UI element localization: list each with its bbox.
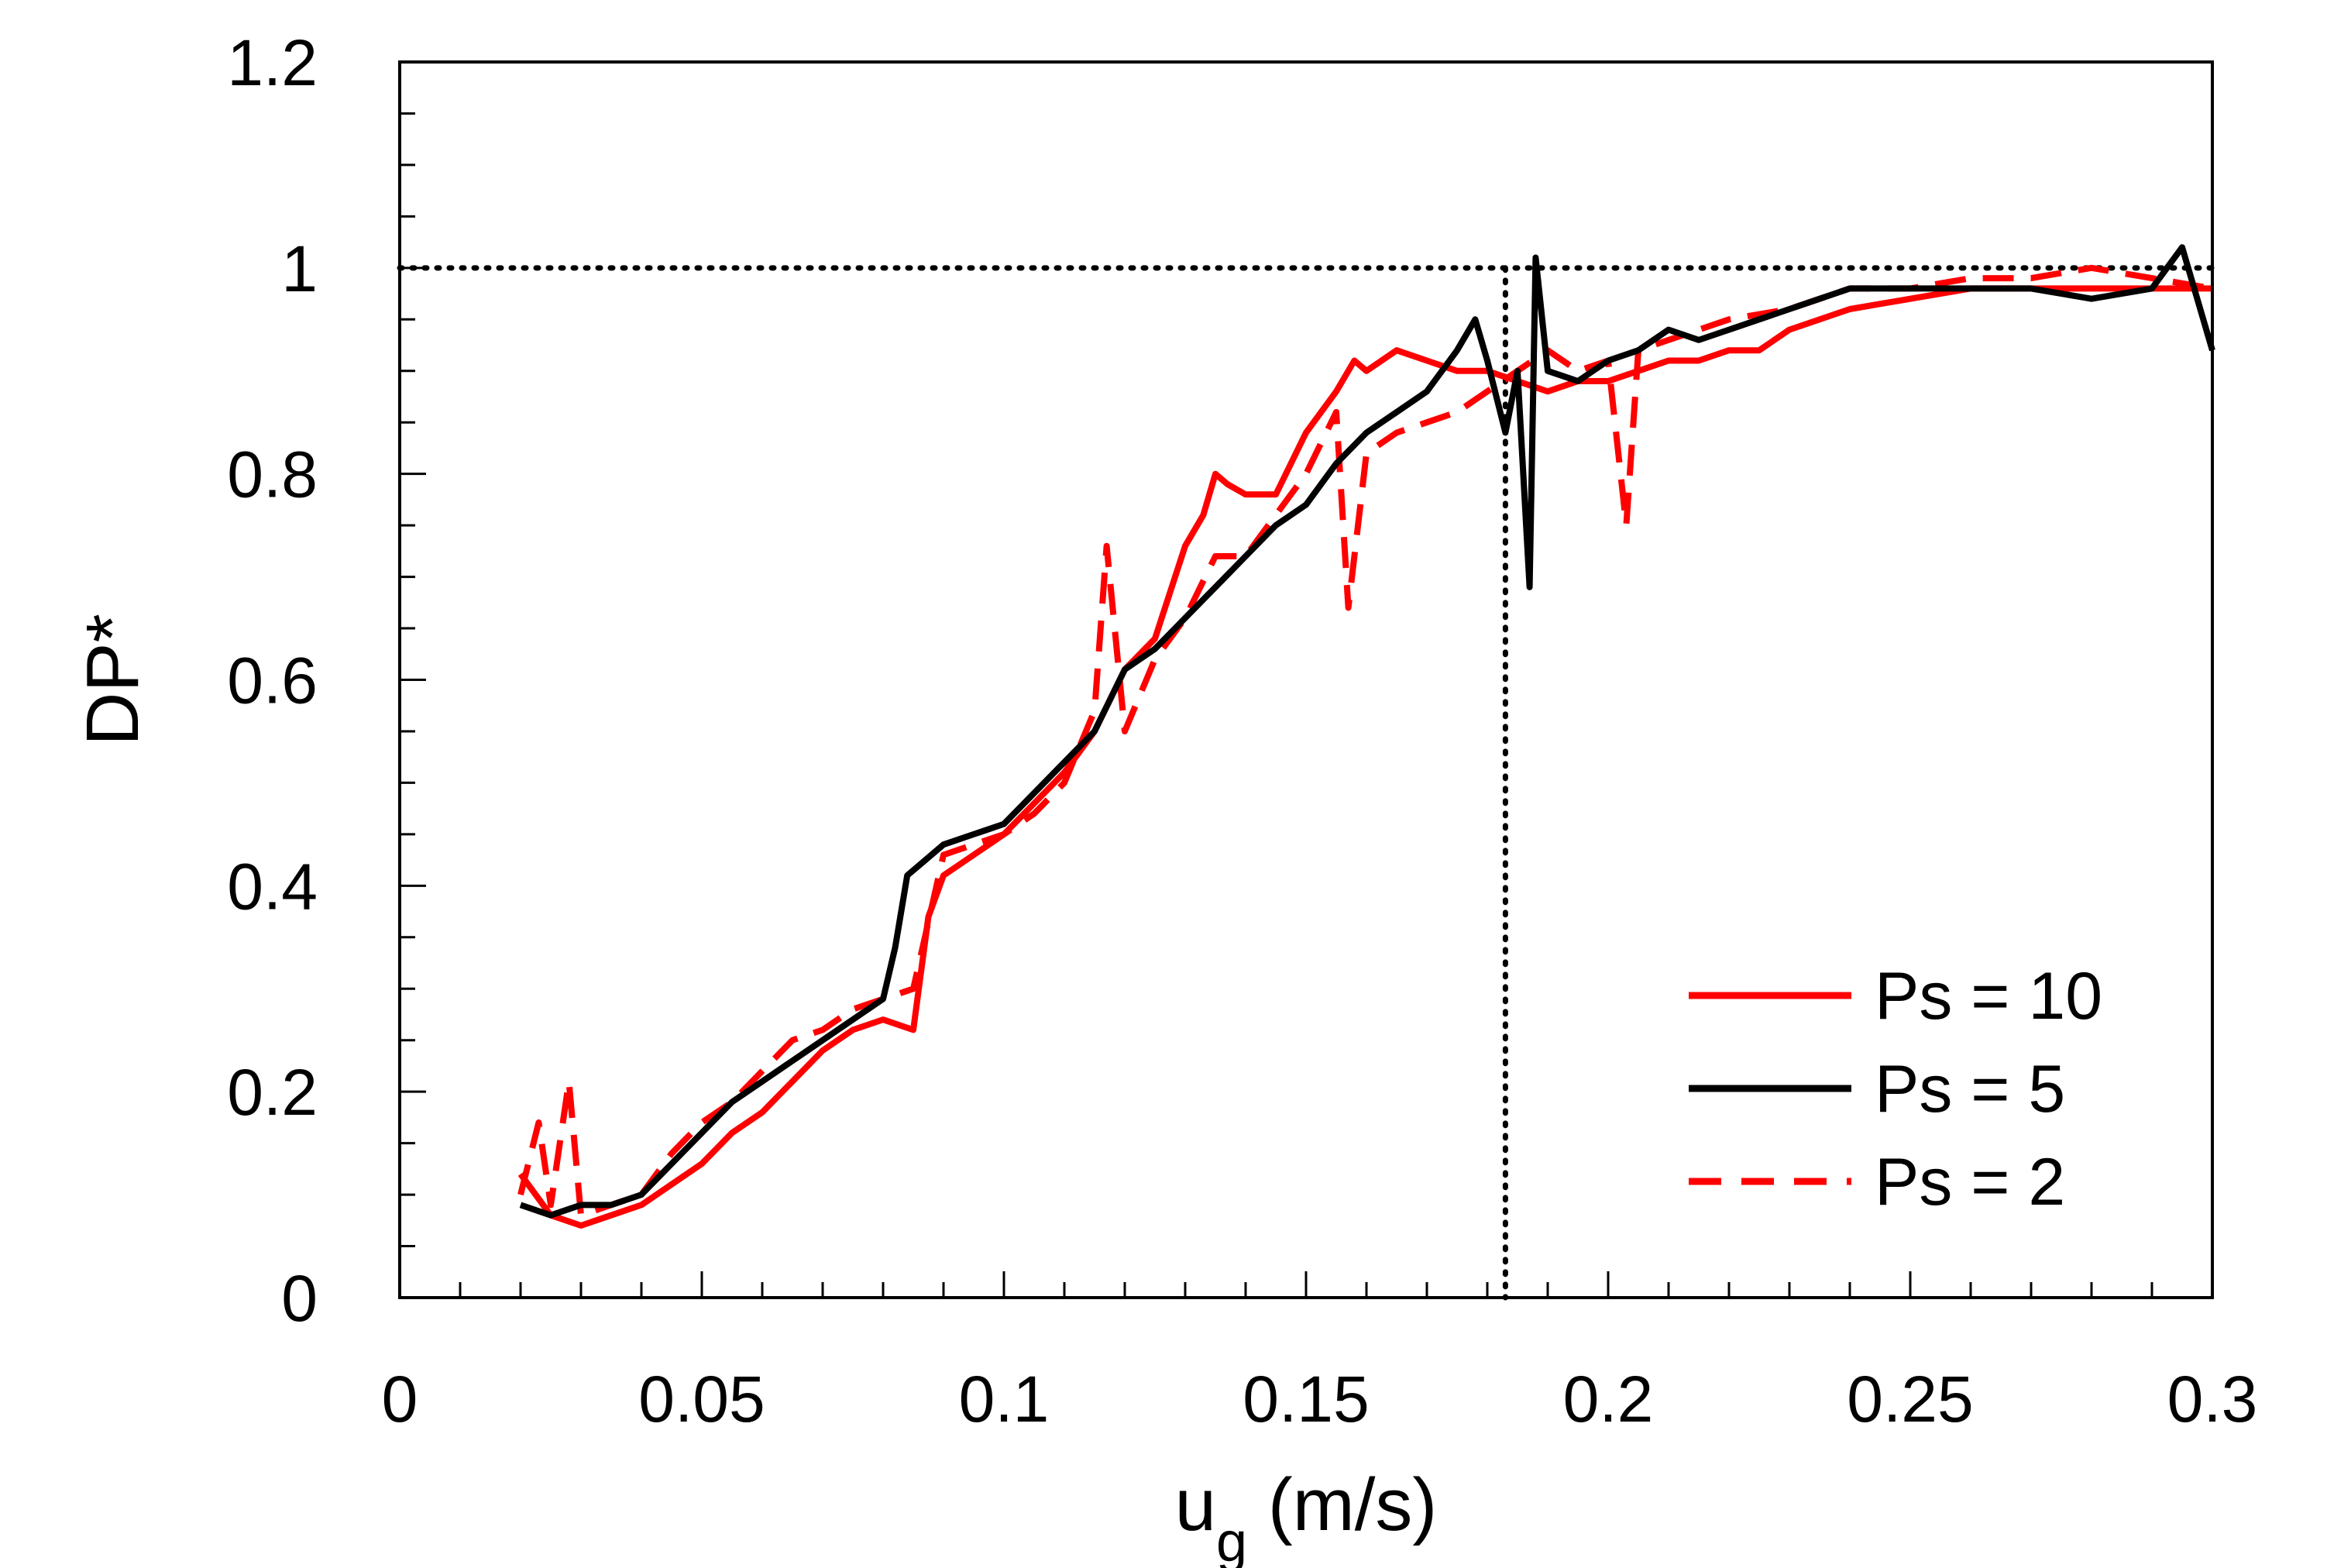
legend-label: Ps = 5 <box>1875 1052 2065 1126</box>
x-axis-title-main: u <box>1175 1463 1216 1546</box>
series-layer <box>517 244 2215 1229</box>
x-tick-label: 0.15 <box>1243 1363 1370 1436</box>
x-tick-label: 0.1 <box>959 1363 1050 1436</box>
x-tick-label: 0.05 <box>638 1363 765 1436</box>
x-tick-label: 0 <box>382 1363 418 1436</box>
y-tick-label: 1.2 <box>227 26 318 99</box>
y-tick-label: 1 <box>281 232 318 305</box>
x-tick-label: 0.3 <box>2167 1363 2258 1436</box>
y-tick-label: 0.6 <box>227 645 318 717</box>
tick-labels-layer: 0 0.05 0.1 0.15 0.2 0.25 0.3 0 0.2 0.4 0.6 0.8 1 1.2 <box>227 26 2257 1436</box>
y-axis-title: DP* <box>71 614 154 746</box>
legend-item: Ps = 5 <box>1689 1052 2065 1126</box>
x-tick-label: 0.2 <box>1563 1363 1654 1436</box>
legend-label: Ps = 10 <box>1875 959 2102 1033</box>
y-tick-label: 0 <box>281 1262 318 1335</box>
x-axis-title: ug (m/s) <box>1175 1463 1438 1568</box>
series-line-ps-10 <box>517 285 2212 1229</box>
axis-titles-layer: ug (m/s) DP* <box>71 614 1437 1568</box>
y-tick-label: 0.8 <box>227 438 318 511</box>
x-axis-title-unit: (m/s) <box>1247 1463 1437 1546</box>
legend-item: Ps = 2 <box>1689 1145 2065 1219</box>
series-line-ps-5 <box>519 244 2215 1219</box>
legend-label: Ps = 2 <box>1875 1145 2065 1219</box>
legend: Ps = 10 Ps = 5 Ps = 2 <box>1689 959 2102 1219</box>
y-tick-label: 0.2 <box>227 1056 318 1129</box>
x-tick-label: 0.25 <box>1847 1363 1974 1436</box>
legend-item: Ps = 10 <box>1689 959 2102 1033</box>
x-axis-title-subscript: g <box>1216 1511 1247 1568</box>
ticks-layer <box>398 60 2214 1299</box>
y-tick-label: 0.4 <box>227 850 318 923</box>
reference-lines <box>397 265 2215 1301</box>
